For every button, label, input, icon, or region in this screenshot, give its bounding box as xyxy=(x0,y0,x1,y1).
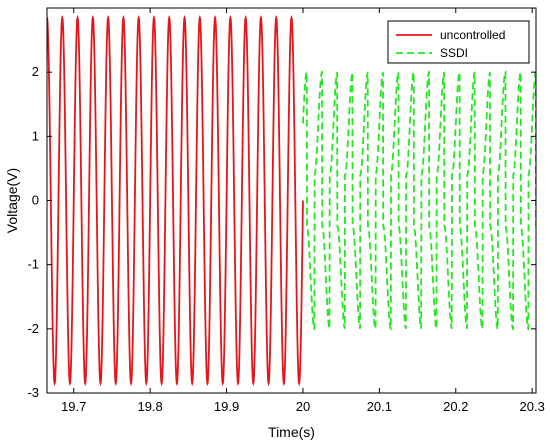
y-tick-label: 0 xyxy=(32,193,39,208)
x-tick-label: 19.9 xyxy=(214,399,239,414)
series-line-ssdi xyxy=(302,70,536,331)
y-axis-ticks: -3 -2 -1 0 1 2 xyxy=(27,64,536,400)
x-axis-ticks: 19.7 19.8 19.9 20 20.1 20.2 20.3 xyxy=(61,8,545,414)
x-tick-label: 19.7 xyxy=(61,399,86,414)
legend-label: SSDI xyxy=(440,46,468,60)
y-axis-label: Voltage(V) xyxy=(4,168,20,233)
y-tick-label: -2 xyxy=(27,321,39,336)
series-line-uncontrolled xyxy=(47,14,304,387)
y-tick-label: 2 xyxy=(32,64,39,79)
plot-area xyxy=(46,7,537,394)
x-tick-label: 19.8 xyxy=(137,399,162,414)
x-tick-label: 20 xyxy=(296,399,310,414)
x-tick-label: 20.3 xyxy=(520,399,545,414)
x-axis-label: Time(s) xyxy=(268,424,315,440)
y-tick-label: -1 xyxy=(27,257,39,272)
y-tick-label: 1 xyxy=(32,128,39,143)
legend-box xyxy=(387,20,530,64)
x-tick-label: 20.2 xyxy=(443,399,468,414)
legend-label: uncontrolled xyxy=(440,28,505,42)
x-tick-label: 20.1 xyxy=(367,399,392,414)
legend: uncontrolled SSDI xyxy=(387,20,530,64)
y-tick-label: -3 xyxy=(27,385,39,400)
